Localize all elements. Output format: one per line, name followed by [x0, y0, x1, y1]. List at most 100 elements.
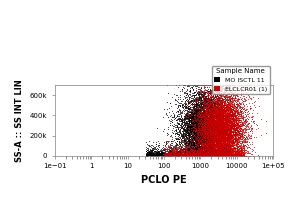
Point	[144, 153, 149, 156]
Point	[214, 108, 219, 111]
Point	[162, 150, 167, 154]
Point	[209, 121, 214, 124]
Point	[177, 149, 182, 152]
Point	[204, 124, 209, 127]
Point	[211, 90, 216, 93]
Point	[216, 97, 221, 101]
Point	[226, 152, 231, 155]
Point	[217, 121, 222, 124]
Point	[198, 139, 203, 142]
Point	[202, 139, 207, 142]
Point	[218, 148, 223, 151]
Point	[194, 149, 198, 152]
Point	[202, 101, 207, 104]
Point	[210, 101, 215, 104]
Point	[209, 130, 214, 133]
Point	[205, 137, 210, 141]
Point	[211, 146, 216, 149]
Point	[202, 118, 207, 121]
Point	[223, 119, 228, 122]
Point	[208, 132, 213, 135]
Point	[198, 121, 203, 125]
Point	[239, 140, 244, 143]
Point	[203, 129, 208, 132]
Point	[230, 130, 234, 134]
Point	[204, 116, 209, 119]
Point	[212, 129, 217, 132]
Point	[223, 152, 228, 155]
Point	[212, 142, 216, 145]
Point	[217, 141, 222, 144]
Point	[235, 126, 240, 129]
Point	[220, 112, 224, 115]
Point	[220, 154, 225, 157]
Point	[223, 117, 227, 120]
Point	[209, 127, 214, 130]
Point	[179, 153, 184, 156]
Point	[208, 122, 212, 126]
Point	[214, 122, 219, 125]
Point	[145, 152, 150, 155]
Point	[202, 118, 207, 121]
Point	[163, 151, 168, 154]
Point	[203, 154, 208, 157]
Point	[208, 141, 213, 144]
Point	[220, 110, 225, 114]
Point	[206, 138, 211, 142]
Point	[205, 124, 210, 127]
Point	[210, 154, 215, 157]
Point	[189, 154, 194, 157]
Point	[213, 106, 218, 109]
Point	[174, 149, 179, 152]
Point	[211, 142, 216, 145]
Point	[191, 107, 196, 110]
Point	[206, 153, 211, 156]
Point	[201, 118, 206, 121]
Point	[210, 108, 214, 111]
Point	[204, 122, 208, 126]
Point	[184, 152, 189, 155]
Point	[222, 117, 227, 120]
Point	[201, 134, 206, 137]
Point	[192, 142, 197, 146]
Point	[212, 118, 216, 121]
Point	[222, 89, 226, 93]
Point	[220, 139, 225, 142]
Point	[212, 130, 217, 133]
Point	[190, 150, 195, 153]
Point	[190, 126, 195, 129]
Point	[213, 132, 218, 135]
Point	[194, 149, 198, 152]
Point	[208, 154, 212, 157]
Point	[177, 153, 182, 156]
Point	[227, 146, 232, 149]
Point	[188, 136, 193, 139]
Point	[218, 127, 222, 130]
Point	[164, 154, 169, 157]
Point	[212, 128, 216, 131]
Point	[176, 142, 181, 146]
Point	[216, 145, 221, 148]
Point	[223, 132, 228, 135]
Point	[219, 103, 224, 107]
Point	[208, 127, 212, 130]
Point	[226, 145, 230, 148]
Point	[216, 141, 220, 144]
Point	[210, 154, 214, 157]
Point	[207, 126, 212, 130]
Point	[206, 118, 211, 121]
Point	[223, 127, 227, 130]
Point	[196, 153, 201, 156]
Point	[234, 127, 239, 130]
Point	[208, 108, 212, 112]
Point	[215, 109, 220, 112]
Point	[211, 142, 215, 145]
Point	[198, 85, 203, 88]
Point	[178, 153, 183, 156]
Point	[190, 145, 195, 148]
Point	[184, 112, 189, 115]
Point	[199, 136, 204, 140]
Point	[219, 151, 224, 154]
Point	[222, 107, 227, 110]
Point	[238, 146, 243, 150]
